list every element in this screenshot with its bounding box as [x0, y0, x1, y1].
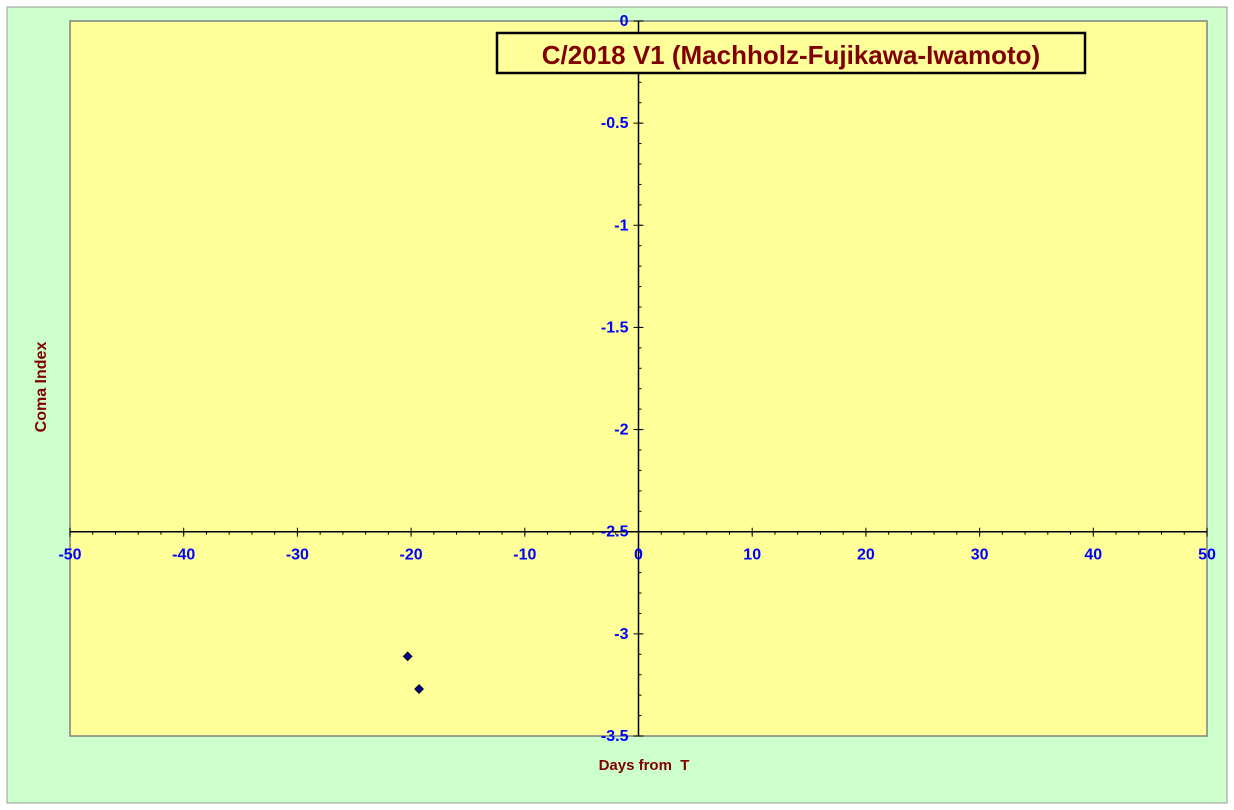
x-tick-label: 30: [971, 547, 989, 564]
y-tick-label: -3.5: [601, 728, 629, 745]
chart-title: C/2018 V1 (Machholz-Fujikawa-Iwamoto): [542, 40, 1040, 70]
x-tick-label: -40: [172, 547, 195, 564]
y-tick-label: -3: [614, 626, 628, 643]
y-tick-labels: 0 -0.5 -1 -1.5 -2 -2.5 -3 -3.5: [601, 13, 629, 745]
y-tick-label: -1: [614, 217, 628, 234]
y-tick-label: -2.5: [601, 524, 629, 541]
y-tick-label: 0: [620, 13, 629, 30]
y-tick-label: -2: [614, 422, 628, 439]
data-point: [402, 651, 413, 662]
data-points: [402, 651, 424, 694]
x-tick-label: -20: [400, 547, 423, 564]
chart-title-border: [495, 31, 1087, 75]
x-tick-label: 40: [1084, 547, 1102, 564]
y-tick-label: -0.5: [601, 115, 629, 132]
x-tick-label: -30: [286, 547, 309, 564]
x-tick-label: -10: [513, 547, 536, 564]
y-axis-title: Coma Index: [33, 342, 50, 433]
x-tick-label: 50: [1198, 547, 1216, 564]
data-point: [414, 684, 424, 694]
x-tick-label: 20: [857, 547, 875, 564]
x-axis-title: Days from T: [599, 757, 690, 774]
x-tick-label: -50: [58, 547, 81, 564]
x-tick-label: 10: [743, 547, 761, 564]
x-tick-label: 0: [634, 547, 643, 564]
x-tick-labels: -50 -40 -30 -20 -10 0 10 20 30 40 50: [58, 547, 1216, 564]
chart-title-box: C/2018 V1 (Machholz-Fujikawa-Iwamoto): [495, 31, 1087, 75]
y-tick-label: -1.5: [601, 319, 629, 336]
